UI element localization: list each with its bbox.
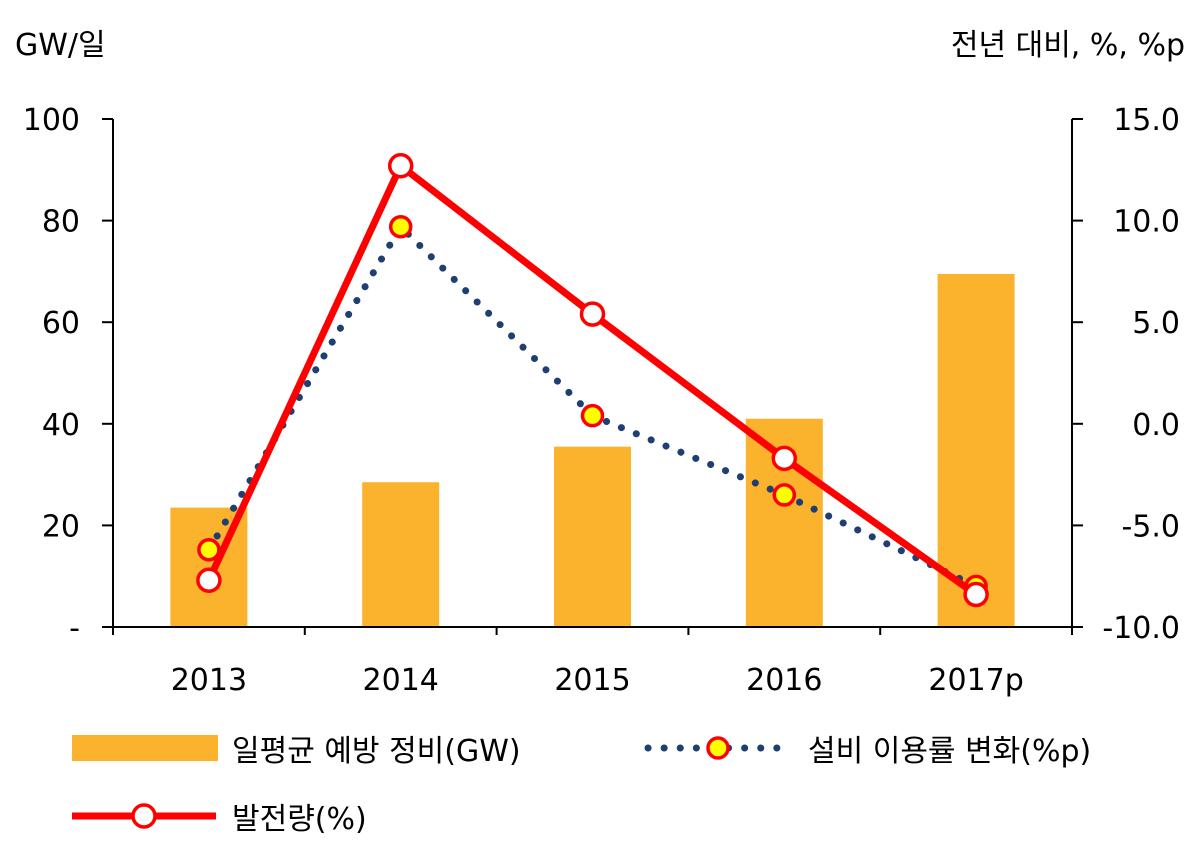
bars-group <box>170 273 1015 627</box>
x-tick-label: 2016 <box>746 663 822 698</box>
left-tick-label: 20 <box>42 509 80 544</box>
right-axis-unit-label: 전년 대비, %, %p <box>951 28 1185 63</box>
left-tick-label: - <box>69 611 80 646</box>
right-tick-label: -5.0 <box>1121 509 1180 544</box>
left-tick-label: 40 <box>42 408 80 443</box>
marker-generation-2014 <box>387 152 414 179</box>
lines-group <box>196 152 989 608</box>
legend-label-maintenance: 일평균 예방 정비(GW) <box>232 734 521 769</box>
legend-swatch-maintenance <box>72 735 218 761</box>
left-tick-label: 60 <box>42 306 80 341</box>
legend: 일평균 예방 정비(GW) 설비 이용률 변화(%p) 발전량(%) <box>72 734 1091 837</box>
bar-2015 <box>554 446 631 627</box>
marker-utilization-2016 <box>772 483 797 507</box>
marker-utilization-2014 <box>388 214 413 239</box>
axes-group <box>102 118 1083 635</box>
right-tick-label: 5.0 <box>1132 306 1180 341</box>
legend-label-utilization: 설비 이용률 변화(%p) <box>808 734 1091 769</box>
legend-marker-generation <box>131 803 157 829</box>
right-tick-label: -10.0 <box>1102 611 1180 646</box>
x-tick-label: 2017p <box>928 663 1023 698</box>
right-tick-label: 0.0 <box>1132 408 1180 443</box>
marker-generation-2017p <box>963 581 989 608</box>
left-tick-label: 80 <box>42 205 80 240</box>
legend-marker-utilization <box>706 736 730 760</box>
marker-utilization-2015 <box>580 403 605 428</box>
left-tick-label: 100 <box>23 103 80 138</box>
marker-utilization-2013 <box>197 538 221 562</box>
marker-generation-2013 <box>196 567 222 594</box>
marker-generation-2016 <box>771 445 798 472</box>
bar-2014 <box>362 482 440 627</box>
bar-2017p <box>937 273 1015 627</box>
marker-generation-2015 <box>579 301 606 327</box>
legend-label-generation: 발전량(%) <box>232 802 367 837</box>
x-tick-label: 2015 <box>554 663 630 698</box>
right-tick-label: 10.0 <box>1113 205 1180 240</box>
x-tick-label: 2013 <box>171 663 247 698</box>
right-tick-label: 15.0 <box>1113 103 1180 138</box>
left-axis-unit-label: GW/일 <box>15 28 106 63</box>
x-tick-label: 2014 <box>363 663 439 698</box>
tick-labels-group: - 20 40 60 80 100 -10.0 -5.0 0.0 5.0 10.0 15.0 2013 2… <box>23 103 1180 698</box>
